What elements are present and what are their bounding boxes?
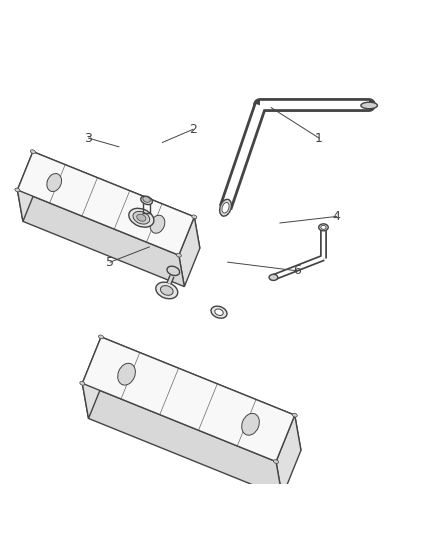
Ellipse shape — [80, 382, 85, 385]
Ellipse shape — [211, 306, 227, 318]
Polygon shape — [18, 190, 184, 287]
Ellipse shape — [141, 196, 152, 205]
Text: 1: 1 — [315, 132, 323, 144]
Ellipse shape — [222, 203, 229, 213]
Polygon shape — [179, 217, 200, 287]
Ellipse shape — [160, 286, 173, 295]
Ellipse shape — [47, 174, 61, 191]
Ellipse shape — [319, 224, 328, 231]
Ellipse shape — [118, 364, 135, 385]
Ellipse shape — [177, 253, 181, 257]
Ellipse shape — [192, 215, 197, 219]
Polygon shape — [101, 337, 301, 450]
Polygon shape — [82, 337, 295, 462]
Ellipse shape — [361, 102, 378, 109]
Ellipse shape — [242, 414, 259, 435]
Ellipse shape — [129, 208, 154, 227]
Ellipse shape — [273, 459, 279, 464]
Ellipse shape — [215, 309, 223, 316]
Ellipse shape — [143, 197, 150, 203]
Ellipse shape — [321, 225, 326, 229]
Text: 2: 2 — [189, 123, 197, 136]
Polygon shape — [18, 151, 39, 221]
Text: 4: 4 — [332, 210, 340, 223]
Ellipse shape — [156, 282, 178, 299]
Ellipse shape — [99, 335, 103, 339]
Text: 3: 3 — [85, 132, 92, 144]
Ellipse shape — [150, 215, 165, 233]
Polygon shape — [82, 337, 107, 418]
Polygon shape — [82, 383, 282, 497]
Ellipse shape — [220, 199, 231, 216]
Polygon shape — [276, 415, 301, 497]
Ellipse shape — [15, 188, 20, 192]
Polygon shape — [33, 151, 200, 248]
Ellipse shape — [269, 274, 278, 280]
Ellipse shape — [133, 212, 150, 224]
Text: 6: 6 — [293, 264, 301, 277]
Ellipse shape — [137, 214, 146, 221]
Polygon shape — [18, 151, 194, 255]
Text: 5: 5 — [106, 256, 114, 269]
Ellipse shape — [30, 150, 35, 154]
Ellipse shape — [292, 413, 297, 417]
Ellipse shape — [167, 266, 180, 276]
